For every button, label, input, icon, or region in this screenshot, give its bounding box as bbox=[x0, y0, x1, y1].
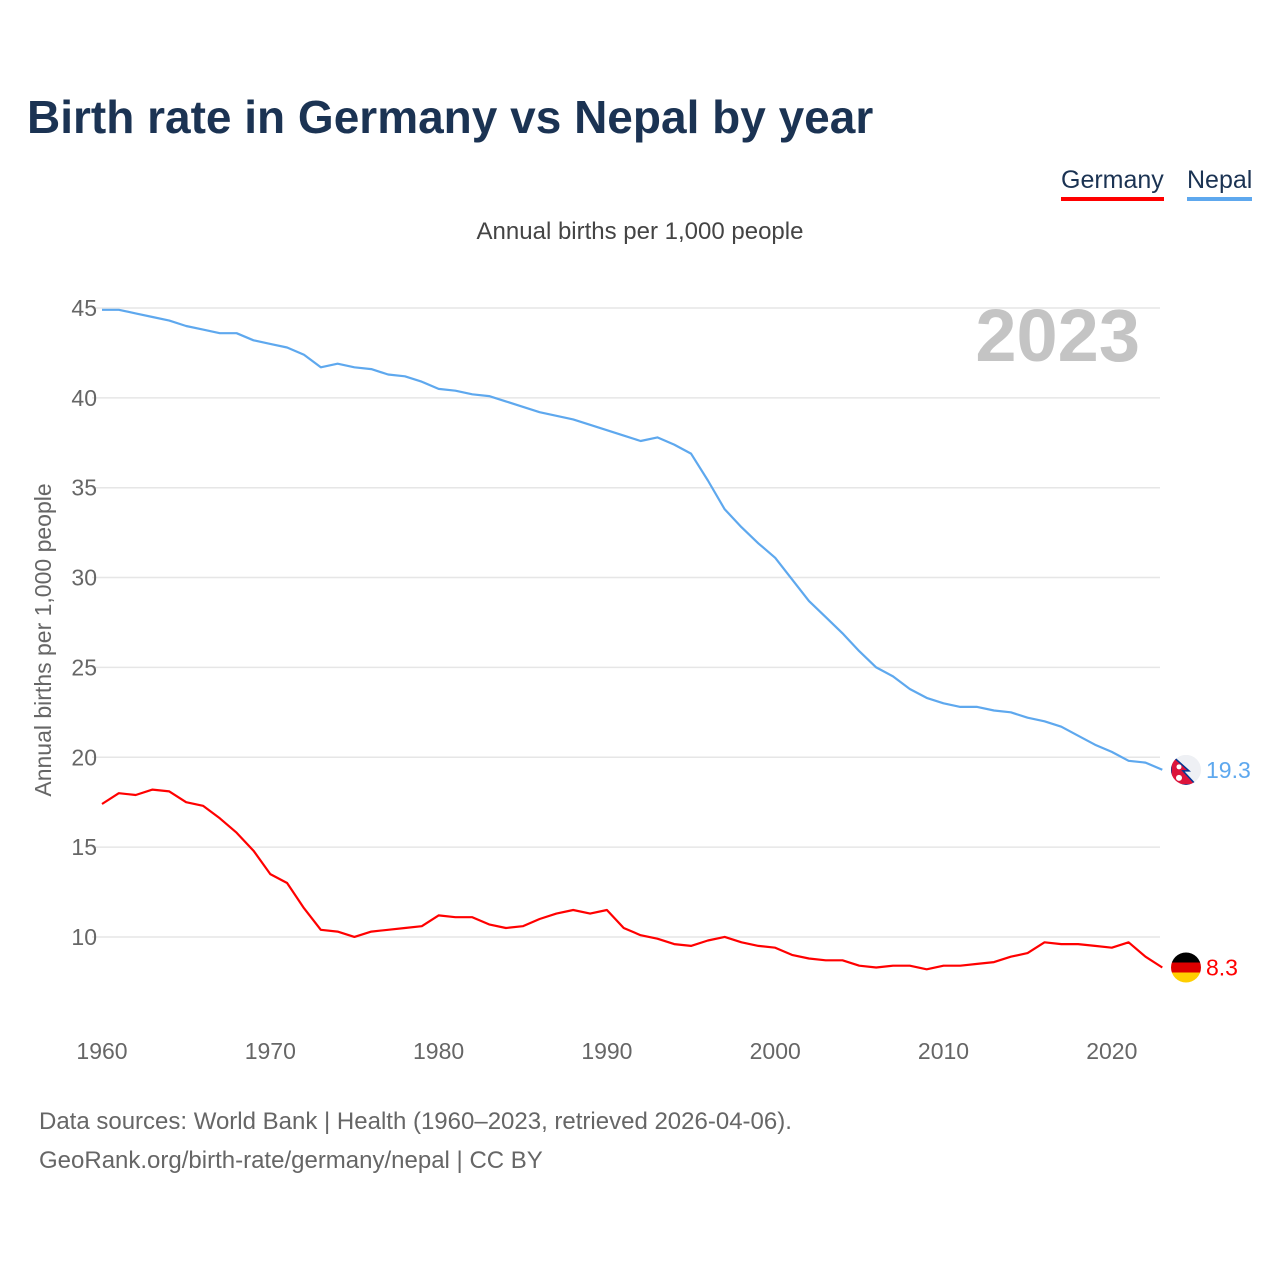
x-tick-label: 2020 bbox=[1086, 1038, 1137, 1064]
x-tick-label: 1990 bbox=[581, 1038, 632, 1064]
series-line-germany bbox=[101, 788, 1163, 971]
y-tick-label: 10 bbox=[71, 924, 97, 950]
flag-moon bbox=[1176, 764, 1182, 770]
footer-sources: Data sources: World Bank | Health (1960–… bbox=[39, 1108, 792, 1135]
y-tick-label: 35 bbox=[71, 475, 97, 501]
y-tick-label: 15 bbox=[71, 834, 97, 860]
y-tick-label: 40 bbox=[71, 385, 97, 411]
flag-stripe-gold bbox=[1171, 972, 1201, 983]
year-watermark: 2023 bbox=[975, 294, 1140, 377]
line-chart: 10 15 20 25 30 35 40 45 1960 1970 1980 1990 2000 2010… bbox=[30, 294, 1251, 1064]
footer-credit[interactable]: GeoRank.org/birth-rate/germany/nepal | C… bbox=[39, 1147, 543, 1174]
x-tick-label: 1980 bbox=[413, 1038, 464, 1064]
end-value-label-nepal: 19.3 bbox=[1206, 757, 1251, 783]
germany-flag-icon bbox=[1171, 952, 1201, 983]
legend-nepal[interactable]: Nepal bbox=[1187, 166, 1253, 201]
chart-subtitle: Annual births per 1,000 people bbox=[476, 218, 804, 245]
end-value-label-germany: 8.3 bbox=[1206, 954, 1238, 980]
flag-fill bbox=[1171, 952, 1201, 983]
nepal-flag-icon bbox=[1171, 754, 1201, 785]
flag-fill bbox=[1171, 754, 1201, 785]
series-line-nepal bbox=[102, 308, 1163, 771]
x-tick-label: 2010 bbox=[918, 1038, 969, 1064]
x-tick-label: 1960 bbox=[76, 1038, 127, 1064]
y-tick-label: 30 bbox=[71, 565, 97, 591]
chart-title: Birth rate in Germany vs Nepal by year bbox=[27, 91, 874, 143]
flag-stripe-red bbox=[1171, 962, 1201, 973]
y-axis-label: Annual births per 1,000 people bbox=[30, 483, 56, 796]
y-tick-label: 25 bbox=[71, 654, 97, 680]
y-tick-label: 45 bbox=[71, 295, 97, 321]
x-tick-label: 1970 bbox=[245, 1038, 296, 1064]
x-tick-label: 2000 bbox=[750, 1038, 801, 1064]
legend-germany[interactable]: Germany bbox=[1061, 166, 1164, 201]
y-tick-label: 20 bbox=[71, 744, 97, 770]
flag-sun bbox=[1176, 774, 1182, 781]
flag-stripe-black bbox=[1171, 952, 1201, 963]
